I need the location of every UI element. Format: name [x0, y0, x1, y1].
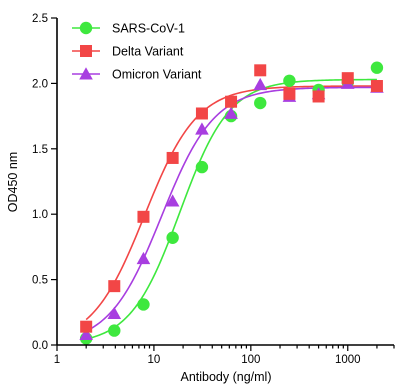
- legend-label: Delta Variant: [112, 45, 184, 59]
- x-tick-label: 100: [241, 354, 260, 366]
- x-tick-label: 1: [54, 354, 60, 366]
- data-point-square-8: [283, 87, 296, 100]
- data-point-triangle-1: [79, 327, 93, 340]
- data-point-square-11: [370, 80, 383, 93]
- data-point-square-2: [108, 280, 121, 293]
- data-point-circle-4: [166, 231, 179, 244]
- data-point-square-10: [341, 72, 354, 85]
- y-tick-label: 1.0: [32, 209, 48, 221]
- data-point-triangle-2: [107, 306, 122, 320]
- data-point-triangle-5: [195, 122, 209, 135]
- data-point-circle-11: [370, 61, 384, 74]
- data-point-triangle-4: [165, 194, 180, 207]
- y-tick-label: 0.5: [32, 275, 48, 287]
- data-point-circle-5: [195, 160, 209, 174]
- data-point-circle-7: [254, 96, 267, 110]
- data-point-square-4: [166, 151, 179, 164]
- x-axis-title: Antibody (ng/ml): [180, 370, 271, 384]
- legend-marker-circle: [79, 21, 93, 35]
- data-point-circle-8: [283, 74, 296, 87]
- data-point-square-7: [254, 64, 267, 77]
- y-tick-label: 2.0: [32, 78, 48, 90]
- data-point-triangle-7: [253, 77, 268, 91]
- y-ticks: 0.0 0.5 1.0 1.5 2.0 2.5: [32, 13, 57, 352]
- legend-label: SARS-CoV-1: [112, 22, 185, 36]
- y-tick-label: 2.5: [32, 13, 48, 25]
- data-point-triangle-3: [136, 251, 151, 265]
- legend-marker-triangle: [79, 67, 93, 80]
- data-point-square-1: [80, 320, 93, 333]
- data-point-circle-3: [137, 298, 150, 311]
- legend: SARS-CoV-1 Delta Variant Omicron Variant: [72, 22, 202, 82]
- y-axis-title: OD450 nm: [6, 152, 20, 212]
- fit-curve-3: [85, 86, 377, 332]
- data-point-triangle-6: [224, 106, 238, 119]
- data-points: [79, 61, 384, 345]
- axes: [56, 18, 394, 346]
- data-point-square-9: [312, 90, 325, 103]
- data-point-square-6: [225, 95, 238, 108]
- x-tick-label: 10: [148, 354, 161, 366]
- data-point-circle-2: [108, 324, 121, 337]
- data-point-square-3: [137, 210, 150, 223]
- legend-marker-square: [80, 45, 92, 57]
- fit-curve-2: [85, 85, 377, 321]
- x-ticks: 1 10 100 1000: [54, 345, 395, 366]
- legend-label: Omicron Variant: [112, 68, 202, 82]
- x-tick-label: 1000: [335, 354, 361, 366]
- data-point-square-5: [195, 107, 208, 120]
- y-tick-label: 0.0: [32, 340, 48, 352]
- y-tick-label: 1.5: [32, 144, 48, 156]
